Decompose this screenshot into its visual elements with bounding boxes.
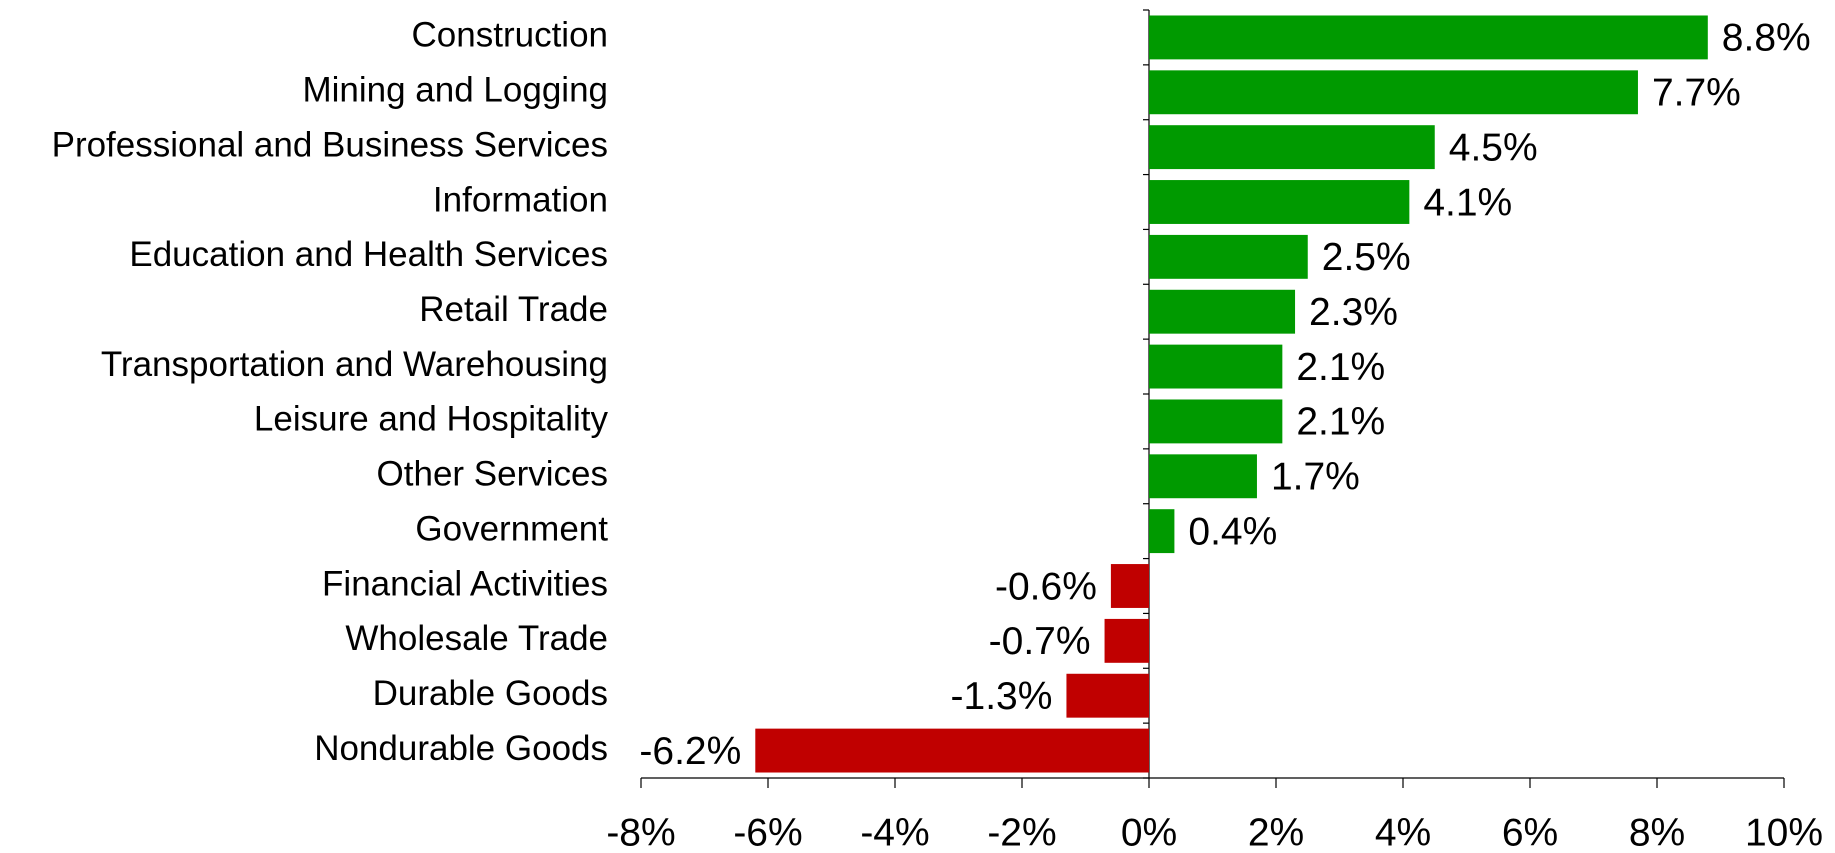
category-label: Leisure and Hospitality <box>254 400 609 439</box>
data-label: 2.1% <box>1296 346 1385 389</box>
category-label: Mining and Logging <box>302 71 608 110</box>
category-label: Nondurable Goods <box>314 729 608 768</box>
data-label: -0.7% <box>989 620 1091 663</box>
category-label: Information <box>433 180 608 219</box>
bar <box>1110 564 1149 608</box>
x-tick-label: -8% <box>606 811 675 853</box>
data-label: 0.4% <box>1188 510 1277 553</box>
category-label: Retail Trade <box>419 290 608 329</box>
category-label: Professional and Business Services <box>52 125 608 164</box>
category-label: Other Services <box>377 455 608 494</box>
data-label: 7.7% <box>1652 72 1741 115</box>
data-label: 2.5% <box>1322 236 1411 279</box>
bar <box>1149 289 1296 334</box>
x-tick-label: 0% <box>1121 811 1177 853</box>
data-label: -1.3% <box>951 675 1053 718</box>
x-tick-label: 8% <box>1629 811 1685 853</box>
bar <box>755 728 1149 773</box>
x-tick-label: 10% <box>1745 811 1823 853</box>
data-label: 8.8% <box>1722 17 1811 60</box>
bar <box>1104 618 1149 663</box>
bar <box>1149 399 1283 444</box>
x-tick-label: -6% <box>733 811 802 853</box>
x-tick-label: 2% <box>1248 811 1304 853</box>
x-tick-label: 6% <box>1502 811 1558 853</box>
category-label: Construction <box>412 16 608 55</box>
bar <box>1149 180 1410 224</box>
data-label: -0.6% <box>995 565 1097 608</box>
category-label: Wholesale Trade <box>345 619 608 658</box>
bar <box>1149 454 1257 499</box>
category-label: Transportation and Warehousing <box>101 345 608 384</box>
data-label: 4.1% <box>1423 181 1512 224</box>
bar <box>1149 344 1283 389</box>
data-label: -6.2% <box>639 730 741 773</box>
category-label: Financial Activities <box>322 564 608 603</box>
bar <box>1149 70 1638 115</box>
data-label: 2.1% <box>1296 401 1385 444</box>
x-tick-label: -4% <box>860 811 929 853</box>
x-tick-label: -2% <box>987 811 1056 853</box>
bar <box>1149 15 1708 60</box>
data-label: 1.7% <box>1271 456 1360 499</box>
data-label: 4.5% <box>1449 126 1538 169</box>
category-label: Government <box>415 509 608 548</box>
data-label: 2.3% <box>1309 291 1398 334</box>
bar <box>1149 125 1435 170</box>
category-label: Education and Health Services <box>129 235 608 274</box>
category-label: Durable Goods <box>373 674 608 713</box>
bar <box>1149 509 1175 554</box>
bar <box>1066 673 1149 718</box>
x-tick-label: 4% <box>1375 811 1431 853</box>
bar <box>1149 234 1308 279</box>
